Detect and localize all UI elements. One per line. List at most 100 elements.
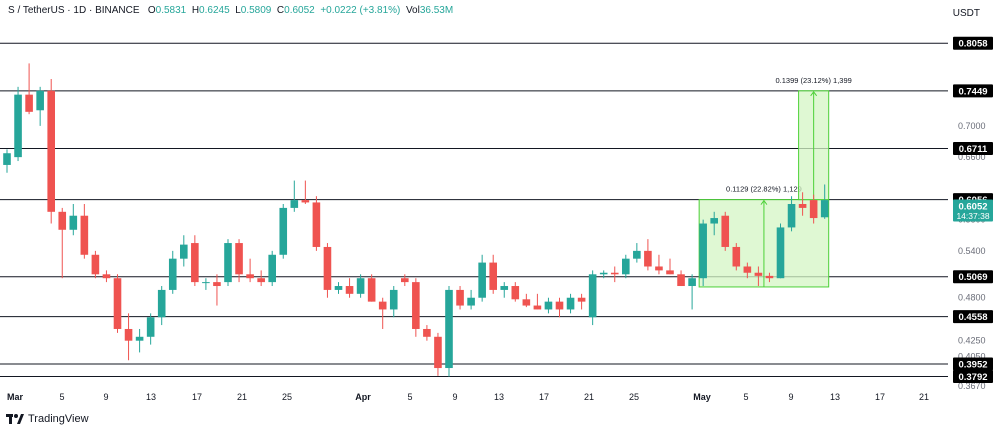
- candle-up[interactable]: [202, 282, 210, 284]
- candle-up[interactable]: [14, 94, 22, 158]
- candle-down[interactable]: [610, 272, 619, 275]
- candle-down[interactable]: [732, 246, 741, 267]
- candle-up[interactable]: [633, 250, 641, 259]
- candle-up[interactable]: [467, 297, 475, 306]
- candle-down[interactable]: [312, 202, 321, 247]
- tradingview-branding[interactable]: TradingView: [6, 413, 89, 425]
- candle-up[interactable]: [389, 289, 398, 310]
- candle-down[interactable]: [323, 246, 332, 290]
- candle-down[interactable]: [301, 200, 310, 203]
- candle-up[interactable]: [268, 254, 276, 283]
- candle-down[interactable]: [511, 286, 520, 300]
- candle-up[interactable]: [3, 153, 11, 165]
- candle-up[interactable]: [622, 258, 630, 275]
- x-tick-label: 25: [629, 392, 639, 402]
- candle-down[interactable]: [80, 215, 89, 255]
- candle-up[interactable]: [710, 218, 718, 224]
- candle-down[interactable]: [677, 274, 685, 287]
- candle-down[interactable]: [489, 262, 497, 290]
- level-price-tag: [953, 84, 993, 98]
- candle-up[interactable]: [356, 278, 365, 294]
- candle-down[interactable]: [58, 211, 67, 230]
- candle-down[interactable]: [765, 275, 774, 279]
- currency-unit: USDT: [952, 8, 980, 19]
- candle-down[interactable]: [113, 278, 122, 329]
- candle-down[interactable]: [809, 200, 818, 219]
- candle-up[interactable]: [168, 258, 177, 290]
- candle-down[interactable]: [246, 274, 254, 279]
- candle-down[interactable]: [401, 278, 409, 283]
- candle-down[interactable]: [555, 301, 564, 310]
- candle-up[interactable]: [36, 90, 44, 111]
- candle-down[interactable]: [378, 301, 387, 310]
- candle-down[interactable]: [102, 274, 111, 279]
- high-value: 0.6245: [199, 5, 230, 16]
- level-price-tag: [953, 270, 993, 284]
- candle-up[interactable]: [566, 297, 575, 310]
- candle-up[interactable]: [787, 204, 796, 228]
- candle-up[interactable]: [588, 274, 597, 318]
- candle-up[interactable]: [146, 317, 155, 337]
- candle-down[interactable]: [655, 266, 663, 271]
- y-tick-label: 0.4050: [958, 351, 986, 361]
- candle-down[interactable]: [191, 243, 199, 283]
- candle-up[interactable]: [500, 286, 509, 290]
- change-value: +0.0222 (+3.81%): [320, 5, 401, 16]
- candle-down[interactable]: [412, 282, 420, 329]
- candle-down[interactable]: [798, 204, 807, 208]
- candle-up[interactable]: [290, 200, 299, 208]
- candle-up[interactable]: [688, 278, 696, 287]
- candle-down[interactable]: [47, 90, 55, 212]
- candle-down[interactable]: [533, 305, 542, 310]
- candle-down[interactable]: [25, 94, 33, 112]
- candle-up[interactable]: [544, 301, 553, 310]
- candle-up[interactable]: [135, 336, 144, 341]
- candle-down[interactable]: [721, 215, 730, 247]
- candle-down[interactable]: [754, 272, 763, 276]
- level-price-text: 0.7449: [958, 86, 987, 97]
- y-tick-label: 0.4250: [958, 336, 986, 346]
- candle-up[interactable]: [599, 272, 608, 275]
- y-tick-label: 0.4800: [958, 293, 986, 303]
- candle-down[interactable]: [434, 336, 442, 369]
- candle-down[interactable]: [235, 243, 243, 275]
- candle-down[interactable]: [644, 250, 652, 267]
- y-tick-label: 0.3670: [958, 381, 986, 391]
- candle-down[interactable]: [345, 286, 354, 294]
- candle-up[interactable]: [445, 289, 453, 369]
- symbol-title[interactable]: S / TetherUS · 1D · BINANCE: [8, 5, 140, 16]
- candle-up[interactable]: [820, 200, 829, 218]
- x-tick-label: 17: [539, 392, 549, 402]
- candle-up[interactable]: [224, 243, 232, 283]
- candle-up[interactable]: [69, 215, 78, 230]
- level-price-text: 0.5069: [958, 272, 987, 283]
- candle-down[interactable]: [456, 289, 464, 306]
- candle-up[interactable]: [334, 286, 343, 290]
- candle-down[interactable]: [124, 328, 133, 341]
- tradingview-logo-icon: [6, 413, 24, 424]
- vol-label: Vol: [405, 5, 420, 16]
- candle-up[interactable]: [180, 244, 188, 259]
- candle-down[interactable]: [91, 254, 100, 275]
- candle-up[interactable]: [776, 227, 785, 279]
- candle-up[interactable]: [279, 207, 288, 255]
- level-price-text: 0.4558: [958, 312, 987, 323]
- candle-down[interactable]: [257, 278, 265, 283]
- volume-value: 36.53M: [419, 5, 454, 16]
- level-price-text: 0.6711: [959, 144, 988, 155]
- candle-down[interactable]: [743, 266, 752, 273]
- candle-down[interactable]: [577, 297, 586, 302]
- candle-up[interactable]: [478, 262, 486, 298]
- candle-down[interactable]: [423, 328, 431, 337]
- y-tick-label: 0.6600: [958, 152, 986, 162]
- candle-down[interactable]: [666, 270, 674, 275]
- candle-up[interactable]: [699, 223, 707, 279]
- close-label: C: [276, 5, 285, 16]
- candle-down[interactable]: [213, 282, 221, 287]
- candle-down[interactable]: [367, 278, 376, 302]
- candle-up[interactable]: [157, 289, 166, 318]
- x-tick-label: Mar: [7, 392, 24, 402]
- level-price-text: 0.8058: [958, 39, 987, 50]
- candle-down[interactable]: [522, 299, 531, 306]
